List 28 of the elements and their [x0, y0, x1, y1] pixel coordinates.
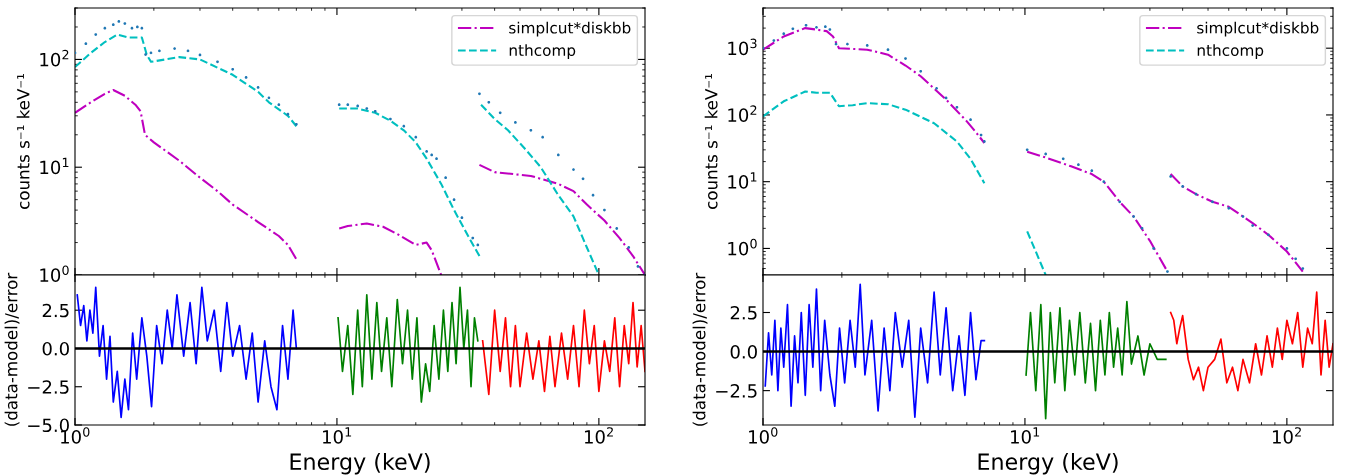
y-tick-label: 10$^{0}$: [728, 238, 757, 256]
legend-label: nthcomp: [1197, 44, 1264, 59]
legend-label: nthcomp: [509, 44, 576, 59]
y-tick-label: 10$^{0}$: [40, 265, 69, 282]
y-tick-label: 10$^{1}$: [40, 157, 69, 175]
y-axis-title: counts s⁻¹ keV⁻¹: [16, 74, 30, 209]
x-tick-label: 10$^{0}$: [749, 427, 778, 444]
y-tick-label: 2.5: [730, 305, 757, 320]
y-tick-label: 10$^{2}$: [40, 49, 69, 67]
y-axis-title: (data-model)/error: [4, 272, 20, 426]
y-tick-label: 0.0: [730, 345, 757, 359]
y-axis-title: (data-model)/error: [692, 272, 708, 426]
x-tick-label: 10$^{2}$: [1272, 427, 1301, 444]
x-tick-label: 10$^{1}$: [1011, 427, 1040, 444]
y-tick-label: 0.0: [42, 341, 69, 356]
x-axis-title: Energy (keV): [290, 452, 430, 475]
y-axis-title: counts s⁻¹ keV⁻¹: [704, 74, 718, 209]
x-tick-label: 10$^{1}$: [323, 427, 352, 444]
x-tick-label: 10$^{2}$: [584, 427, 613, 444]
legend-label: simplcut*diskbb: [509, 21, 631, 37]
y-tick-label: −2.5: [28, 380, 69, 394]
y-tick-label: 2.5: [42, 303, 69, 318]
legend-label: simplcut*diskbb: [1197, 21, 1319, 37]
x-axis-title: Energy (keV): [978, 452, 1118, 475]
y-tick-label: 10$^{1}$: [728, 172, 757, 189]
y-tick-label: 10$^{2}$: [728, 105, 757, 122]
y-tick-label: 10$^{3}$: [728, 38, 757, 56]
y-tick-label: −2.5: [716, 384, 757, 398]
